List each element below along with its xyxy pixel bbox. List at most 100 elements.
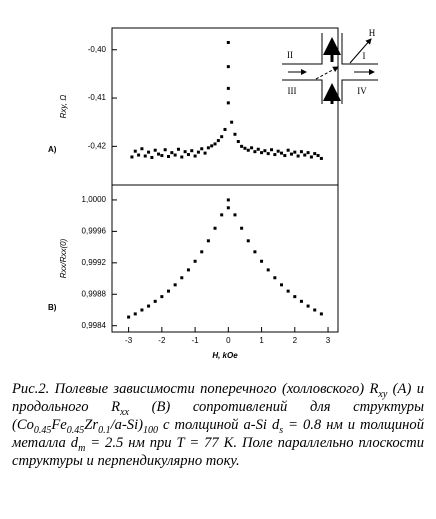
data-point: [176, 147, 180, 151]
data-point: [240, 226, 244, 230]
data-point: [200, 147, 204, 151]
data-point: [206, 146, 210, 150]
data-point: [220, 213, 224, 217]
data-point: [273, 276, 277, 280]
x-tick-label: -1: [192, 336, 200, 345]
data-point: [299, 150, 303, 154]
x-tick-label: 0: [226, 336, 231, 345]
data-point: [147, 150, 151, 154]
plot-frame: [111, 27, 339, 186]
caption-subscript: m: [78, 442, 86, 454]
data-point: [130, 155, 134, 159]
inset-label: II: [287, 50, 293, 60]
data-point: [200, 250, 204, 254]
data-point: [216, 139, 220, 143]
data-point: [313, 152, 317, 156]
data-point: [253, 250, 257, 254]
data-point: [263, 149, 267, 153]
caption-text: /a-Si): [110, 417, 144, 433]
data-point: [270, 148, 274, 152]
data-point: [173, 283, 177, 287]
data-point: [180, 276, 184, 280]
data-point: [246, 239, 250, 243]
data-point: [280, 283, 283, 287]
y-axis-label: Rxx/Rxx(0): [59, 238, 68, 278]
data-point: [153, 299, 157, 303]
data-point: [210, 144, 214, 148]
data-point: [296, 154, 300, 158]
data-point: [299, 299, 303, 303]
data-point: [303, 153, 307, 157]
data-point: [133, 149, 137, 153]
caption-subscript: 0.45: [66, 424, 85, 436]
caption-text: с толщиной a-Si d: [158, 417, 280, 433]
y-tick-label: -0,41: [88, 93, 107, 102]
data-point: [226, 206, 230, 210]
data-point: [246, 148, 250, 152]
data-point: [286, 148, 290, 152]
y-tick-label: 0,9992: [82, 258, 107, 267]
data-point: [193, 259, 197, 263]
data-point: [240, 144, 244, 148]
data-point: [226, 40, 230, 44]
caption-subscript: 0.1: [98, 424, 111, 436]
data-point: [143, 154, 147, 158]
x-tick-label: -3: [125, 336, 133, 345]
data-point: [137, 153, 141, 157]
data-point: [167, 154, 170, 158]
data-point: [309, 155, 313, 159]
y-tick-label: 0,9988: [82, 289, 107, 298]
data-point: [213, 142, 217, 146]
caption-text: Zr: [84, 417, 99, 433]
data-point: [173, 153, 177, 157]
data-point: [183, 150, 187, 154]
data-point: [157, 152, 161, 156]
data-point: [150, 155, 154, 159]
inset-label: I: [363, 51, 366, 61]
data-point: [153, 148, 157, 152]
x-tick-label: 2: [293, 336, 298, 345]
caption-text: Рис.2. Полевые зависимости поперечного (…: [12, 381, 379, 397]
data-point: [180, 155, 184, 159]
data-point: [220, 135, 224, 139]
inset-label: H: [369, 28, 376, 38]
data-point: [167, 289, 170, 293]
y-tick-label: 1,0000: [82, 195, 107, 204]
data-point: [286, 289, 290, 293]
caption-subscript: s: [279, 424, 284, 436]
data-point: [256, 147, 260, 151]
data-point: [230, 120, 234, 124]
data-point: [196, 150, 200, 154]
data-point: [253, 150, 257, 154]
inset-label: IV: [357, 86, 367, 96]
caption-text: (B) сопротивлений для структуры (Co: [12, 399, 424, 433]
panel-label: A): [48, 145, 57, 154]
y-tick-label: 0,9984: [82, 321, 107, 330]
data-point: [213, 226, 217, 230]
caption-text: = 0.8 нм и толщиной металла d: [12, 417, 425, 451]
x-tick-label: -2: [158, 336, 166, 345]
data-point: [160, 154, 164, 158]
data-point: [190, 149, 194, 153]
data-point: [313, 308, 317, 312]
data-point: [319, 156, 323, 160]
caption-subscript: xx: [120, 406, 129, 418]
data-point: [127, 315, 131, 319]
data-point: [306, 151, 310, 155]
data-point: [170, 151, 174, 155]
data-point: [163, 148, 167, 152]
data-point: [273, 153, 277, 157]
data-point: [133, 312, 137, 316]
data-point: [226, 86, 230, 90]
data-point: [260, 151, 264, 155]
data-point: [319, 312, 323, 316]
panel-label: B): [48, 303, 57, 312]
data-point: [140, 308, 144, 312]
data-point: [306, 304, 310, 308]
data-point: [293, 295, 297, 299]
caption-subscript: 100: [143, 424, 159, 436]
data-point: [226, 65, 230, 69]
data-point: [266, 268, 270, 272]
data-point: [206, 239, 210, 243]
